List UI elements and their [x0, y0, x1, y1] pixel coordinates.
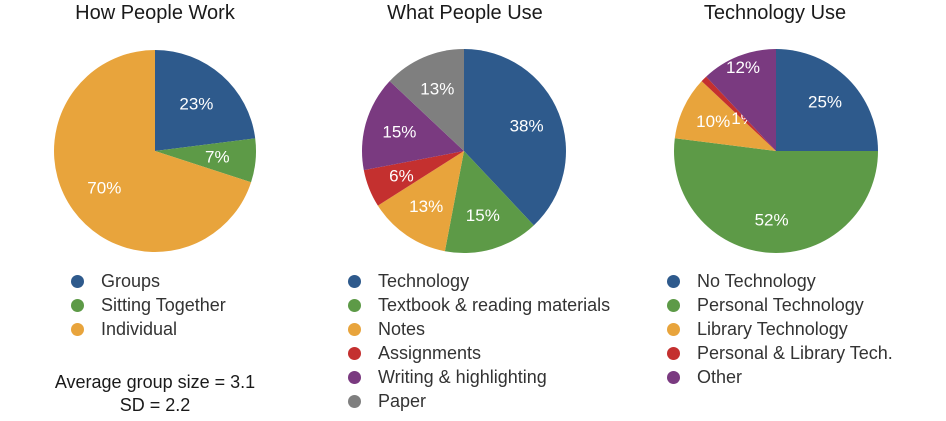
legend-item-sitting-together: Sitting Together [71, 293, 226, 317]
legend-swatch [667, 370, 680, 384]
slice-label-technology: 38% [510, 117, 544, 136]
legend-swatch [348, 274, 361, 288]
legend-label: Groups [101, 271, 161, 291]
pie-slice-no-technology [776, 49, 878, 151]
legend-label: Library Technology [697, 319, 848, 339]
legend-label: Notes [378, 319, 426, 339]
legend-swatch [667, 322, 680, 336]
pie-slice-personal-technology [674, 138, 878, 253]
legend-item-technology: Technology [348, 269, 610, 293]
pie-slice-personal-and-library-tech [701, 76, 776, 151]
slice-label-notes: 13% [409, 197, 443, 216]
chart-title-technology-use: Technology Use [703, 2, 847, 24]
pie-technology-use: 25%52%10% 1%12% [674, 49, 878, 253]
slice-label-writing-and-highlighting: 15% [382, 123, 416, 142]
chart-title-what-people-use: What People Use [387, 2, 543, 24]
legend-what-people-use: Technology Textbook & reading materials No… [348, 269, 610, 413]
legend-swatch [667, 346, 680, 360]
legend-label: Textbook & reading materials [378, 295, 611, 315]
pie-slice-individual [54, 50, 252, 253]
legend-label: Technology [378, 271, 470, 291]
legend-item-writing-and-highlighting: Writing & highlighting [348, 365, 610, 389]
legend-item-library-technology: Library Technology [667, 317, 893, 341]
legend-label: Other [697, 367, 743, 387]
pie-how-people-work: 23% 7% 70% [54, 50, 256, 253]
pie-slice-textbook-and-reading-materials [444, 151, 534, 253]
legend-item-individual: Individual [71, 317, 226, 341]
legend-label: Personal Technology [697, 295, 864, 315]
legend-label: Sitting Together [101, 295, 226, 315]
slice-label-assignments: 6% [389, 166, 414, 185]
pie-slice-notes [377, 151, 464, 252]
legend-item-personal-technology: Personal Technology [667, 293, 893, 317]
legend-swatch [71, 322, 84, 336]
legend-swatch [348, 298, 361, 312]
pie-what-people-use: 38% 15% 13% 6% 15% 13% [362, 49, 566, 253]
legend-item-personal-and-library-tech: Personal & Library Tech. [667, 341, 893, 365]
legend-swatch [348, 346, 361, 360]
legend-swatch [348, 322, 361, 336]
legend-label: Assignments [378, 343, 482, 363]
legend-technology-use: No Technology Personal Technology Library … [667, 269, 893, 389]
legend-item-paper: Paper [348, 389, 610, 413]
legend-label: Personal & Library Tech. [697, 343, 893, 363]
legend-swatch [71, 274, 84, 288]
legend-item-assignments: Assignments [348, 341, 610, 365]
legend-item-no-technology: No Technology [667, 269, 893, 293]
legend-item-textbook-and-reading-materials: Textbook & reading materials [348, 293, 610, 317]
legend-label: Writing & highlighting [378, 367, 547, 387]
pie-slice-groups [155, 50, 256, 151]
pie-slice-paper [389, 49, 464, 151]
average-group-size-text: Average group size = 3.1 [54, 372, 256, 392]
chart-title-how-people-work: How People Work [75, 2, 235, 24]
legend-item-notes: Notes [348, 317, 610, 341]
pie-slice-library-technology [674, 81, 776, 151]
legend-label: Paper [378, 391, 427, 411]
legend-swatch [348, 370, 361, 384]
slice-label-groups: 23% [179, 95, 213, 114]
sd-text: SD = 2.2 [119, 395, 191, 415]
group-size-note: Average group size = 3.1 SD = 2.2 [42, 371, 268, 417]
legend-label: Individual [101, 319, 178, 339]
legend-swatch [667, 298, 680, 312]
pie-slice-technology [464, 49, 566, 226]
legend-swatch [348, 394, 361, 408]
slice-label-textbook-and-reading-materials: 15% [466, 206, 500, 225]
legend-item-groups: Groups [71, 269, 226, 293]
slice-label-library-technology: 10% [696, 112, 730, 131]
slice-label-no-technology: 25% [808, 93, 842, 112]
slice-label-sitting-together: 7% [205, 147, 230, 166]
legend-how-people-work: Groups Sitting Together Individual [71, 269, 226, 341]
slice-label-paper: 13% [420, 80, 454, 99]
legend-label: No Technology [697, 271, 816, 291]
slice-label-personal-technology: 52% [755, 211, 789, 230]
pie-slice-other [706, 49, 776, 151]
pie-slice-sitting-together [155, 138, 256, 183]
pie-slice-writing-and-highlighting [362, 81, 464, 171]
legend-swatch [71, 298, 84, 312]
legend-swatch [667, 274, 680, 288]
pie-slice-assignments [363, 151, 464, 206]
slice-label-individual: 70% [87, 178, 121, 197]
slice-label-other: 12% [726, 58, 760, 77]
legend-item-other: Other [667, 365, 893, 389]
